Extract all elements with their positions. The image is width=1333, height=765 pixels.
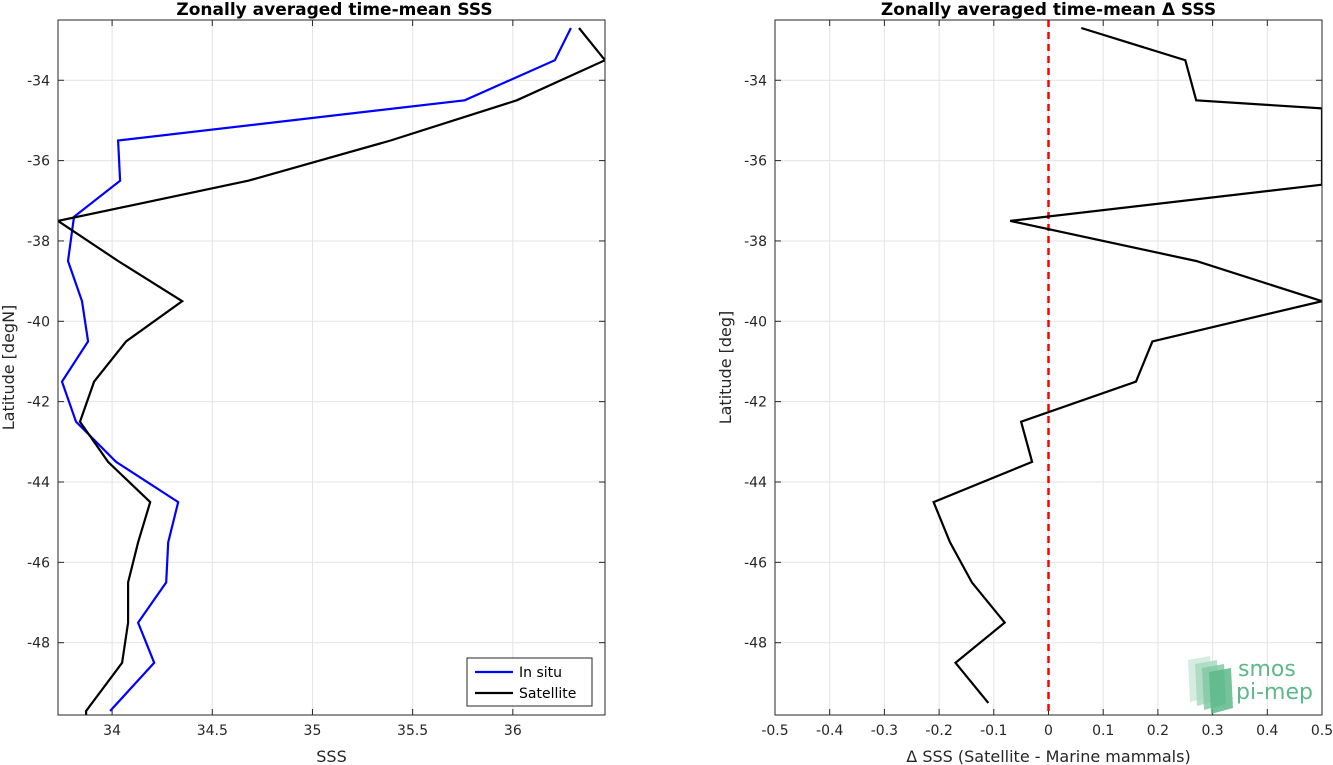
- right-y-axis-label: Latitude [deg]: [716, 311, 735, 425]
- right-xtick-label: 0.1: [1092, 723, 1114, 739]
- right-ytick-label: -40: [744, 314, 767, 330]
- left-y-axis-label: Latitude [degN]: [0, 305, 18, 431]
- left-series-line-in-situ: [60, 27, 572, 712]
- left-legend-box: [466, 657, 593, 707]
- right-panel: -0.5 -0.4 -0.3 -0.2 -0.1 0 0.1 0.2 0.3 0.4 0.5 -34 -…: [716, 0, 1333, 765]
- left-series-line-satellite: [58, 27, 605, 715]
- right-xtick-label: 0.4: [1256, 723, 1278, 739]
- left-chart-title: Zonally averaged time-mean SSS: [176, 0, 492, 20]
- right-xtick-label: -0.4: [816, 723, 843, 739]
- left-ytick-label: -34: [27, 73, 50, 89]
- right-ytick-label: -36: [744, 154, 767, 170]
- right-xtick-label: 0.2: [1147, 723, 1169, 739]
- left-xtick-label: 34: [103, 723, 121, 739]
- logo-mark-layer: [1209, 668, 1233, 714]
- logo-text-smos: smos: [1238, 657, 1296, 682]
- right-axes-box: [774, 19, 1323, 716]
- right-xtick-label: -0.5: [761, 723, 788, 739]
- right-xtick-label: 0.3: [1201, 723, 1223, 739]
- left-legend-label: In situ: [519, 665, 562, 681]
- left-xtick-label: 34.5: [197, 723, 228, 739]
- left-ytick-label: -48: [27, 636, 50, 652]
- right-ytick-label: -44: [744, 475, 767, 491]
- right-xtick-label: 0: [1044, 723, 1053, 739]
- left-ytick-label: -36: [27, 154, 50, 170]
- right-xtick-label: -0.1: [980, 723, 1007, 739]
- right-ytick-label: -46: [744, 555, 767, 571]
- left-grid: [58, 20, 605, 715]
- left-ytick-label: -42: [27, 395, 50, 411]
- left-xtick-label: 35: [304, 723, 322, 739]
- left-ytick-label: -38: [27, 234, 50, 250]
- right-chart-title: Zonally averaged time-mean Δ SSS: [881, 0, 1216, 20]
- right-series-line-0: [932, 26, 1322, 704]
- right-xtick-label: -0.3: [871, 723, 898, 739]
- left-legend-label: Satellite: [519, 686, 576, 702]
- right-ytick-label: -48: [744, 636, 767, 652]
- right-xtick-label: -0.2: [925, 723, 952, 739]
- left-axes-box: [57, 19, 606, 716]
- left-panel: 34 34.5 35 35.5 36 -34 -36 -38 -40 -42 -44 -46 -48 Zo…: [0, 0, 606, 765]
- left-x-axis-label: SSS: [316, 747, 346, 765]
- left-ytick-label: -46: [27, 555, 50, 571]
- right-x-axis-label: Δ SSS (Satellite - Marine mammals): [906, 747, 1190, 765]
- right-xtick-label: 0.5: [1311, 723, 1333, 739]
- left-legend: In situ Satellite: [466, 657, 593, 707]
- right-ytick-label: -34: [744, 73, 767, 89]
- left-plot-area: [58, 20, 605, 715]
- left-ytick-label: -40: [27, 314, 50, 330]
- right-ytick-label: -42: [744, 395, 767, 411]
- left-ytick-label: -44: [27, 475, 50, 491]
- left-xtick-label: 35.5: [397, 723, 428, 739]
- right-ytick-label: -38: [744, 234, 767, 250]
- left-xtick-label: 36: [504, 723, 522, 739]
- logo-text-pi-mep: pi-mep: [1236, 680, 1313, 705]
